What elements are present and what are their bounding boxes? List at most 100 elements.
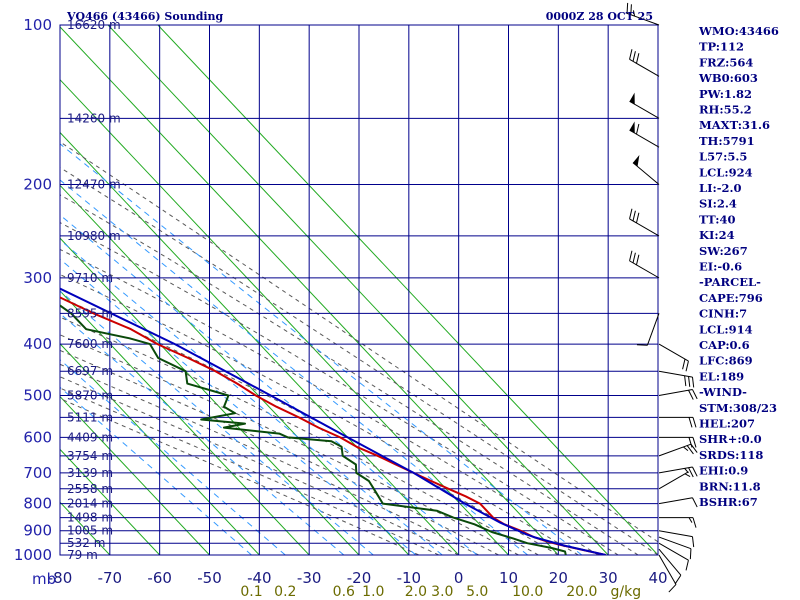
wind-barb-feather	[692, 389, 698, 400]
wind-barb-staff	[658, 443, 692, 457]
wind-barb-feather	[636, 344, 648, 346]
index-value: -PARCEL-	[699, 275, 761, 289]
wind-barb-feather	[668, 584, 677, 593]
index-value: PW:1.82	[699, 87, 752, 101]
mixing-ratio-label: 5.0	[466, 584, 488, 600]
wind-barb-feather	[688, 517, 693, 523]
isotherm-line	[60, 290, 310, 555]
index-value: CINH:7	[699, 307, 747, 321]
temperature-tick-label: 0	[454, 569, 464, 587]
temperature-tick-label: -70	[98, 569, 123, 587]
dewpoint-profile-line	[60, 304, 567, 555]
height-label: 5870 m	[67, 388, 113, 402]
isotherm-line	[60, 78, 509, 555]
wind-barb-staff	[646, 313, 660, 346]
mixing-ratio-label: 10.0	[512, 584, 543, 600]
wind-barb-feather	[632, 252, 636, 263]
plot-border	[59, 24, 659, 556]
height-label: 16620 m	[67, 18, 121, 32]
index-value: LFC:869	[699, 354, 753, 368]
wind-barb	[629, 49, 660, 77]
isotherm-line	[60, 26, 559, 555]
temperature-tick-label: -60	[147, 569, 172, 587]
wind-barb	[636, 313, 660, 346]
index-value: SI:2.4	[699, 197, 737, 211]
index-value: LCL:914	[699, 322, 753, 336]
mixing-ratio-label: 0.1	[240, 584, 262, 600]
wind-barb-pennant	[632, 155, 640, 167]
pressure-tick-label: 700	[23, 464, 52, 482]
temperature-tick-label: -80	[48, 569, 73, 587]
temperature-tick-label: -10	[397, 569, 422, 587]
wind-barb-feather	[688, 417, 693, 428]
pressure-tick-label: 500	[23, 386, 52, 404]
wind-barb-feather	[629, 250, 633, 261]
temperature-tick-label: 30	[599, 569, 618, 587]
mixing-ratio-label: 0.6	[333, 584, 355, 600]
wind-barb-feather	[688, 467, 694, 478]
wind-barb-feather	[682, 358, 686, 370]
index-value: BRN:11.8	[699, 479, 761, 493]
height-label: 8595 m	[67, 306, 113, 320]
wind-barb-feather	[635, 123, 640, 135]
wind-barb-staff	[658, 530, 693, 538]
index-value: L57:5.5	[699, 150, 747, 164]
wind-barb	[658, 466, 698, 478]
wind-barb-feather	[692, 437, 697, 448]
wind-barb-feather	[684, 468, 689, 474]
wind-barb	[626, 2, 660, 26]
wind-barb-staff	[658, 466, 693, 474]
wind-barb-feather	[684, 375, 687, 387]
temperature-tick-label: -50	[197, 569, 222, 587]
wind-barb-feather	[629, 49, 633, 60]
wind-barb	[658, 536, 692, 560]
isotherm-line	[60, 395, 210, 555]
mixing-ratio-line	[60, 239, 443, 555]
mixing-ratio-label: 1.0	[362, 584, 384, 600]
wind-barb	[658, 389, 698, 400]
wind-barb-staff	[658, 497, 693, 505]
height-label: 14260 m	[67, 111, 121, 125]
wind-barb-feather	[629, 208, 633, 220]
wind-barb	[632, 155, 660, 185]
wind-barb-feather	[685, 360, 689, 372]
index-value: MAXT:31.6	[699, 118, 770, 132]
index-value: SRDS:118	[699, 448, 763, 462]
wind-barb	[658, 443, 698, 457]
wind-barb-feather	[626, 2, 629, 14]
wind-barb-feather	[632, 10, 636, 17]
isotherm-line	[60, 237, 360, 555]
mixing-ratio-label: 3.0	[431, 584, 453, 600]
wind-barb-feather	[686, 445, 694, 455]
wind-barb-feather	[632, 51, 636, 62]
wind-barb	[658, 497, 698, 508]
wind-barb-feather	[691, 377, 695, 388]
wind-barb	[658, 554, 677, 593]
wind-barb-pennant	[629, 121, 635, 134]
moist-adiabat-line	[60, 316, 539, 555]
index-value: WB0:603	[698, 71, 758, 85]
mixing-ratio-label: 2.0	[405, 584, 427, 600]
profile-series	[60, 287, 606, 555]
wind-barb	[629, 121, 660, 148]
wind-barb-staff	[658, 471, 689, 490]
height-label: 12470 m	[67, 178, 121, 192]
moist-adiabat-line	[60, 376, 459, 555]
index-value: SHR+:0.0	[699, 432, 762, 446]
pressure-tick-label: 800	[23, 495, 52, 513]
wind-barb-feather	[688, 390, 694, 400]
height-label: 3139 m	[67, 466, 113, 480]
wind-barb-feather	[684, 473, 691, 478]
wind-barb-staff	[658, 536, 692, 550]
wind-barb-feather	[692, 497, 698, 508]
mixing-ratio-label: 20.0	[566, 584, 597, 600]
moist-adiabat-line	[60, 221, 619, 555]
height-label: 6697 m	[67, 364, 113, 378]
wind-barb-feather	[632, 210, 636, 222]
isotherm-line	[157, 25, 658, 555]
height-label: 5111 m	[67, 410, 113, 424]
wind-barb-feather	[689, 548, 692, 560]
wind-barb	[658, 370, 695, 388]
